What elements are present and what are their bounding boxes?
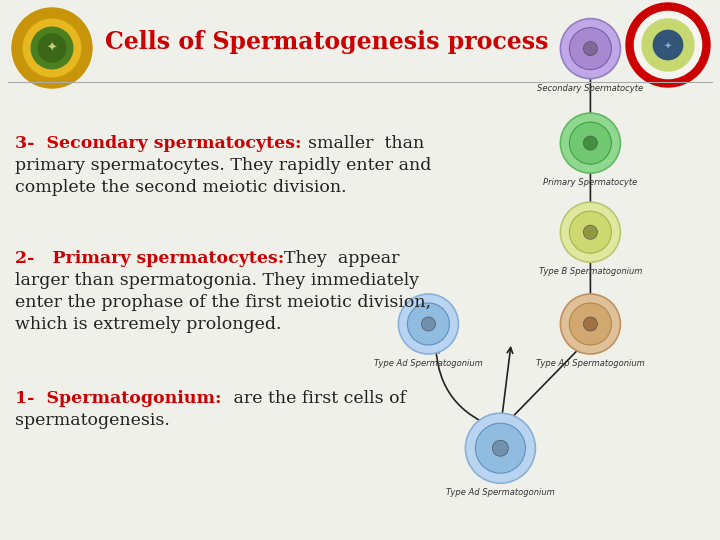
Text: complete the second meiotic division.: complete the second meiotic division. bbox=[15, 179, 346, 196]
Text: primary spermatocytes. They rapidly enter and: primary spermatocytes. They rapidly ente… bbox=[15, 157, 431, 174]
Text: 1-  Spermatogonium:: 1- Spermatogonium: bbox=[15, 390, 228, 407]
Text: are the first cells of: are the first cells of bbox=[228, 390, 405, 407]
Circle shape bbox=[642, 19, 694, 71]
Circle shape bbox=[560, 18, 621, 79]
Text: Type B Spermatogonium: Type B Spermatogonium bbox=[539, 267, 642, 276]
Circle shape bbox=[408, 303, 449, 345]
Text: Type Ad Spermatogonium: Type Ad Spermatogonium bbox=[374, 359, 483, 368]
Text: Cells of Spermatogenesis process: Cells of Spermatogenesis process bbox=[105, 30, 549, 54]
Circle shape bbox=[560, 202, 621, 262]
Text: larger than spermatogonia. They immediately: larger than spermatogonia. They immediat… bbox=[15, 272, 419, 289]
Circle shape bbox=[570, 28, 611, 70]
Circle shape bbox=[583, 136, 598, 150]
Circle shape bbox=[583, 42, 598, 56]
Text: Type Ap Spermatogonium: Type Ap Spermatogonium bbox=[536, 359, 645, 368]
Text: smaller  than: smaller than bbox=[307, 135, 424, 152]
Text: 2-   Primary spermatocytes:: 2- Primary spermatocytes: bbox=[15, 250, 284, 267]
Text: which is extremely prolonged.: which is extremely prolonged. bbox=[15, 316, 282, 333]
Circle shape bbox=[31, 27, 73, 69]
Circle shape bbox=[626, 3, 710, 87]
Text: spermatogenesis.: spermatogenesis. bbox=[15, 412, 170, 429]
Text: Secondary Spermatocyte: Secondary Spermatocyte bbox=[537, 84, 644, 92]
Circle shape bbox=[570, 303, 611, 345]
Circle shape bbox=[560, 294, 621, 354]
Circle shape bbox=[583, 225, 598, 239]
Text: Primary Spermatocyte: Primary Spermatocyte bbox=[544, 178, 637, 187]
Circle shape bbox=[398, 294, 459, 354]
Text: Type Ad Spermatogonium: Type Ad Spermatogonium bbox=[446, 488, 555, 497]
Circle shape bbox=[475, 423, 526, 473]
Circle shape bbox=[492, 440, 508, 456]
Text: They  appear: They appear bbox=[284, 250, 400, 267]
Circle shape bbox=[23, 19, 81, 77]
Circle shape bbox=[653, 30, 683, 60]
Circle shape bbox=[570, 211, 611, 253]
Circle shape bbox=[12, 8, 92, 88]
Circle shape bbox=[421, 317, 436, 331]
Circle shape bbox=[634, 11, 701, 79]
Circle shape bbox=[38, 34, 66, 62]
Text: enter the prophase of the first meiotic division,: enter the prophase of the first meiotic … bbox=[15, 294, 431, 311]
Text: ✦: ✦ bbox=[47, 42, 58, 55]
Circle shape bbox=[465, 413, 536, 483]
Circle shape bbox=[583, 317, 598, 331]
Circle shape bbox=[570, 122, 611, 164]
Text: ✦: ✦ bbox=[664, 42, 672, 52]
Circle shape bbox=[560, 113, 621, 173]
Text: 3-  Secondary spermatocytes:: 3- Secondary spermatocytes: bbox=[15, 135, 307, 152]
